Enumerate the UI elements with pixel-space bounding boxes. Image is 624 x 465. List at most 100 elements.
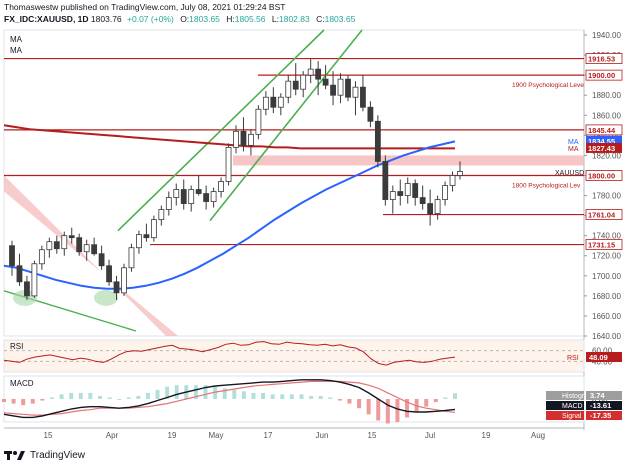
macd-histogram-bar [30,399,35,404]
candle-body [106,265,112,283]
macd-histogram-bar [59,394,64,399]
macd-legend-label-bg [546,391,584,400]
macd-histogram-bar [213,386,218,399]
price-badge-label: 1731.15 [588,241,615,250]
price-badge-label: 1900.00 [588,71,615,80]
ma-blue-line [3,140,456,290]
candle-body [9,245,15,267]
macd-histogram-bar [414,399,419,412]
x-tick-label: Apr [106,431,119,440]
macd-histogram-bar [136,395,141,399]
legend-ma: MA [10,35,23,44]
x-tick-label: Jul [425,431,435,440]
candle-body [382,161,389,200]
macd-histogram-bar [251,392,256,399]
x-tick-label: 15 [368,431,377,440]
y-tick-label: 1780.00 [592,192,621,201]
candle-body [322,78,329,86]
price-badge [585,239,623,250]
candle-body [285,80,292,98]
macd-histogram-bar [280,394,285,399]
x-tick-label: Jun [316,431,329,440]
macd-histogram-bar [11,399,16,404]
macd-legend-value: 3.74 [590,391,605,400]
legend-ma: MA [10,46,23,55]
resistance-zone [233,155,584,166]
price-badge-label: 1916.53 [588,55,615,64]
macd-histogram-bar [347,399,352,404]
macd-title: MACD [10,379,34,388]
macd-line [3,379,456,419]
candle-body [300,74,307,90]
macd-legend-value-bg [586,401,622,410]
price-badge-label: 1800.00 [588,171,615,180]
candle-body [203,193,210,202]
price-badge-label: 1761.04 [588,211,616,220]
candle-body [143,234,150,239]
macd-signal-line [3,380,456,416]
candle-body [121,267,127,294]
candle-body [180,189,187,204]
y-tick-label: 1640.00 [592,332,621,341]
price-badge [585,69,623,81]
channel-upper-line [117,29,325,232]
low-value: 1802.83 [278,14,310,24]
rsi-title: RSI [10,342,23,351]
y-tick-label: 1660.00 [592,312,621,321]
symbol-name[interactable]: FX_IDC:XAUUSD, 1D [4,14,89,24]
candle-body [434,199,441,214]
macd-histogram-bar [376,399,381,421]
candle-body [83,244,90,253]
candle-body [270,96,277,108]
close-value: 1803.65 [324,14,356,24]
candle-body [449,175,456,186]
macd-histogram-bar [395,399,400,422]
macd-histogram-bar [433,399,438,403]
channel-lower-line [209,29,363,222]
publish-info: Thomaswestw published on TradingView.com… [4,2,286,12]
candle-body [442,185,448,200]
candle-body [188,189,195,204]
candle-body [389,191,396,200]
candle-body [412,183,419,198]
candle-body [53,241,60,250]
rsi-pane [3,339,585,373]
chart-header: Thomaswestw published on TradingView.com… [0,0,624,30]
macd-histogram-bar [328,397,333,399]
macd-histogram-bar [337,399,342,401]
macd-legend-value: -13.61 [590,401,611,410]
candle-body [404,183,411,196]
price-badge [586,135,622,146]
price-badge-label: 1827.43 [588,144,615,153]
candle-body [292,80,299,90]
close-label: C: [316,14,325,24]
candle-body [165,197,172,210]
y-tick-label: 1700.00 [592,272,621,281]
price-badge [585,124,623,136]
macd-histogram-bar [117,399,122,400]
macd-histogram-bar [145,392,150,399]
rsi-tick-label: 60.00 [592,347,613,356]
level-note: 1800 Psychological Lev [512,182,581,189]
candle-body [374,120,381,162]
candle-body [337,78,344,96]
candle-body [113,281,120,294]
price-badge-label: 1845.44 [588,126,616,135]
macd-histogram-bar [203,385,208,399]
macd-histogram-bar [289,394,294,399]
footer-brand-text: TradingView [30,449,86,461]
footer-brand: TradingView [4,447,85,463]
candle-body [210,191,217,202]
open-value: 1803.65 [189,14,220,24]
macd-histogram-bar [261,392,266,399]
candle-body [277,96,284,108]
macd-histogram-bar [193,385,198,399]
candle-body [352,86,359,98]
main-pane [3,29,585,337]
rsi-badge-label: 48.09 [589,353,608,362]
badge-series-label: MA [568,139,579,146]
candle-body [367,106,374,122]
candle-body [218,181,224,192]
symbol-ohlc-line: FX_IDC:XAUUSD, 1D 1803.76 +0.07 (+0%) O:… [4,14,355,25]
